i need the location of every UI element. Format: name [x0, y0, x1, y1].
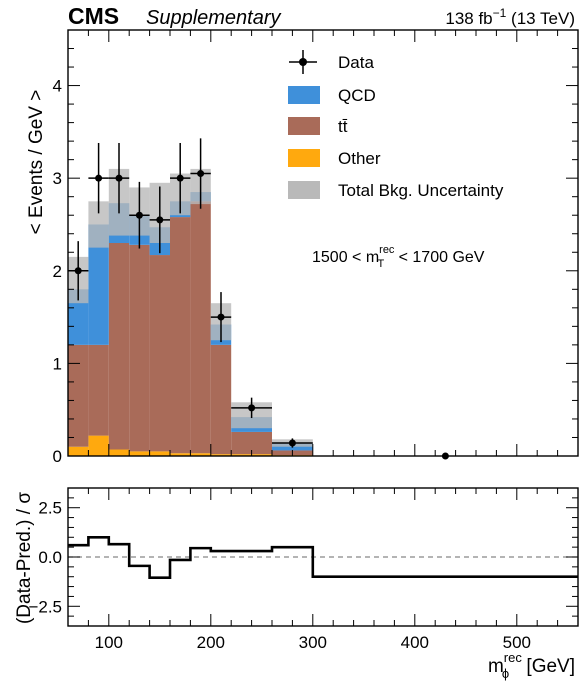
- bar-ttbar-1: [88, 344, 109, 436]
- legend-label-other: Other: [338, 149, 381, 168]
- legend-swatch-other: [288, 149, 320, 167]
- main-y-tick-label-4: 4: [53, 77, 62, 96]
- legend-swatch-qcd: [288, 86, 320, 104]
- legend-swatch-uncertainty: [288, 181, 320, 199]
- bar-other-2: [108, 449, 130, 456]
- ratio-axes: −2.5 0.0 2.5 100 200 300 400 500: [28, 487, 579, 652]
- main-y-tick-label-3: 3: [53, 169, 62, 188]
- data-point-1: [88, 142, 109, 214]
- data-point-6: [190, 138, 211, 209]
- ratio-y-tick-label-1: 0.0: [38, 548, 62, 567]
- mass-window-annotation: 1500 < mrec T < 1700 GeV: [312, 244, 485, 270]
- data-point-3: [129, 181, 150, 249]
- bar-other-3: [129, 451, 150, 456]
- main-y-tick-label-2: 2: [53, 262, 62, 281]
- bar-ttbar-8: [231, 431, 272, 455]
- data-point-9: [272, 438, 313, 448]
- data-point-4: [149, 186, 170, 254]
- main-frame: [67, 29, 579, 457]
- legend-label-ttbar: tt̄: [338, 117, 348, 136]
- main-y-tick-label-0: 0: [53, 447, 62, 466]
- bar-ttbar-7: [210, 344, 232, 455]
- data-point-8: [231, 397, 272, 419]
- bar-other-7: [210, 454, 232, 456]
- luminosity-label: 138 fb−1 (13 TeV): [445, 6, 575, 28]
- bar-other-1: [88, 435, 109, 456]
- ratio-step-line: [68, 535, 578, 579]
- ratio-y-axis-title: (Data-Pred.) / σ: [14, 492, 35, 624]
- supplementary-label: Supplementary: [146, 7, 282, 29]
- legend-data-marker: [289, 50, 317, 74]
- legend-label-data: Data: [338, 53, 374, 72]
- ratio-y-tick-label-2: 2.5: [38, 499, 62, 518]
- uncertainty-bin-1: [88, 201, 109, 248]
- experiment-label: CMS: [68, 3, 119, 29]
- legend-swatch-ttbar: [288, 117, 320, 135]
- x-axis-title: mrec ϕ [GeV]: [488, 650, 575, 681]
- bar-other-5: [170, 453, 191, 456]
- data-point-7: [210, 292, 232, 343]
- legend: Data QCD tt̄ Other Total Bkg. Uncertaint…: [288, 50, 504, 200]
- x-tick-label-300: 300: [299, 633, 327, 652]
- bar-ttbar-0: [68, 344, 89, 447]
- bar-ttbar-6: [190, 201, 211, 454]
- main-axes: 0 1 2 3 4: [53, 29, 579, 466]
- main-y-tick-label-1: 1: [53, 354, 62, 373]
- bar-ttbar-2: [108, 243, 130, 450]
- stacked-histogram: [68, 192, 313, 456]
- pull-step-line: [68, 535, 578, 579]
- bar-other-4: [149, 451, 170, 456]
- bar-other-6: [190, 453, 211, 456]
- legend-label-qcd: QCD: [338, 86, 376, 105]
- main-y-axis-title: < Events / GeV >: [26, 90, 47, 235]
- x-tick-label-200: 200: [197, 633, 225, 652]
- data-point-5: [170, 142, 191, 214]
- bar-qcd-1: [88, 224, 109, 345]
- bar-ttbar-4: [149, 255, 170, 452]
- x-tick-label-100: 100: [95, 633, 123, 652]
- bar-ttbar-5: [170, 217, 191, 454]
- data-point-2: [108, 142, 130, 214]
- bar-ttbar-3: [129, 244, 150, 452]
- x-tick-label-400: 400: [401, 633, 429, 652]
- legend-label-uncertainty: Total Bkg. Uncertainty: [338, 181, 504, 200]
- x-tick-label-500: 500: [503, 633, 531, 652]
- bar-other-0: [68, 446, 89, 456]
- ratio-y-tick-label-0: −2.5: [28, 597, 62, 616]
